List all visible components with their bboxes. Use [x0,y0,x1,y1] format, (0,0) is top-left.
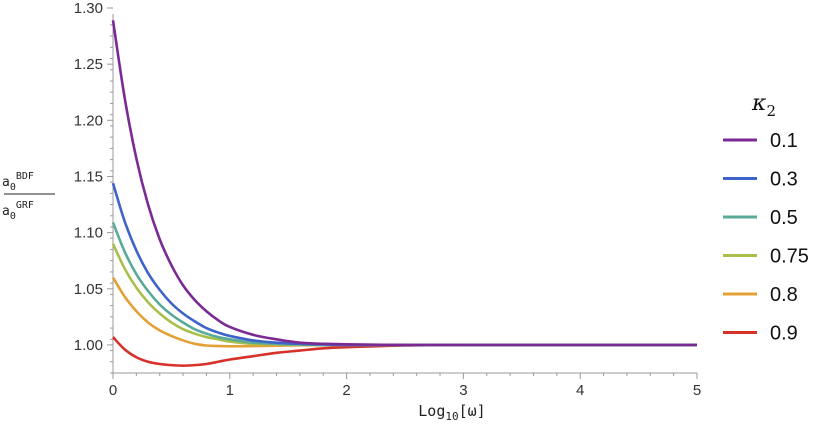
axes: 0 1 2 3 4 5 1.00 1.05 1.10 1.15 1.20 1.25 1.30 [74,0,701,399]
y-tick-label: 1.10 [74,225,103,242]
legend-label: 0.75 [770,246,809,268]
y-tick-label: 1.05 [74,281,103,298]
y-tick-label: 1.30 [74,0,103,17]
x-tick-label: 1 [226,382,234,399]
y-axis-label: a0BDF a0GRF [2,171,55,222]
legend-label: 0.5 [770,207,798,229]
legend-title: κ2 [751,91,776,120]
y-tick-label: 1.20 [74,112,103,129]
legend-label: 0.1 [770,130,798,152]
x-tick-label: 4 [576,382,584,399]
series-line-0.9 [112,336,697,367]
legend: κ2 0.1 0.3 0.5 0.75 0.8 0.9 [723,91,809,345]
series-group [111,20,697,367]
x-tick-label: 3 [459,382,467,399]
legend-label: 0.9 [770,323,798,345]
x-tick-label: 0 [109,382,117,399]
series-line-0.3 [111,182,697,347]
x-ticks: 0 1 2 3 4 5 [109,373,701,399]
y-ticks: 1.00 1.05 1.10 1.15 1.20 1.25 1.30 [74,0,113,374]
x-tick-label: 5 [693,382,701,399]
series-line-0.75 [111,243,697,347]
y-label-denominator: a0GRF [2,200,34,222]
y-tick-label: 1.00 [74,337,103,354]
x-tick-label: 2 [342,382,350,399]
legend-items: 0.1 0.3 0.5 0.75 0.8 0.9 [723,130,809,345]
legend-label: 0.8 [770,284,798,306]
y-label-numerator: a0BDF [2,171,34,193]
y-tick-label: 1.15 [74,168,103,185]
x-axis-label: Log10[ω] [418,402,485,423]
legend-label: 0.3 [770,169,798,191]
y-tick-label: 1.25 [74,56,103,73]
series-line-0.1 [111,20,697,347]
series-line-0.5 [111,222,697,347]
